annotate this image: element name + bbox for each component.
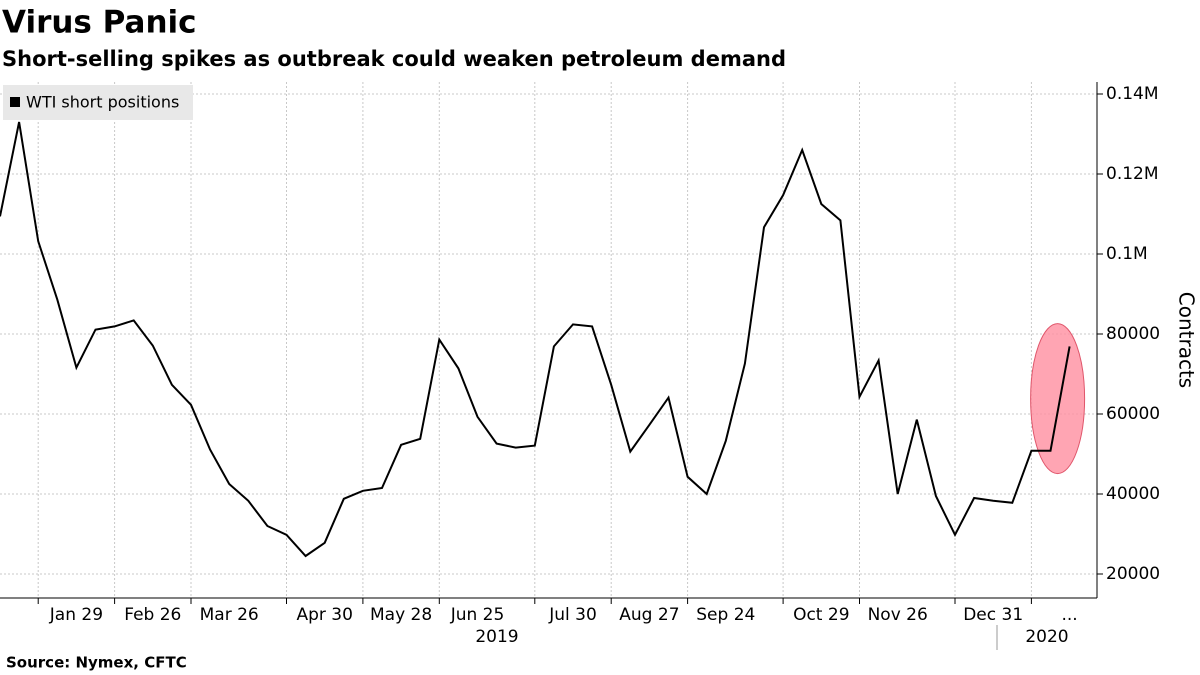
legend-box (3, 85, 193, 120)
x-tick-label: Jul 30 (548, 605, 597, 625)
legend-swatch (10, 97, 20, 107)
y-tick-label: 0.14M (1106, 84, 1159, 104)
year-label: 2019 (475, 627, 518, 647)
x-tick-label: May 28 (370, 605, 432, 625)
y-tick-label: 60000 (1106, 404, 1160, 424)
x-tick-label: Jun 25 (450, 605, 505, 625)
year-label: 2020 (1025, 627, 1068, 647)
legend-label: WTI short positions (26, 93, 179, 112)
y-tick-label: 0.1M (1106, 244, 1148, 264)
source-note: Source: Nymex, CFTC (6, 654, 187, 672)
highlight (1030, 323, 1086, 475)
y-tick-label: 40000 (1106, 484, 1160, 504)
x-tick-label: Sep 24 (696, 605, 755, 625)
x-tick-label: Nov 26 (868, 605, 928, 625)
y-tick-label: 0.12M (1106, 164, 1159, 184)
x-tick-label: Feb 26 (124, 605, 181, 625)
chart-subtitle: Short-selling spikes as outbreak could w… (2, 47, 786, 71)
x-tick-label: Aug 27 (619, 605, 679, 625)
y-tick-label: 20000 (1106, 564, 1160, 584)
x-tick-label: ... (1061, 605, 1077, 625)
x-tick-label: Dec 31 (963, 605, 1023, 625)
x-tick-label: Oct 29 (793, 605, 849, 625)
line-series (0, 121, 1071, 558)
y-axis-label: Contracts (1175, 292, 1199, 388)
chart-title: Virus Panic (2, 5, 197, 41)
y-tick-label: 80000 (1106, 324, 1160, 344)
x-tick-label: Jan 29 (49, 605, 103, 625)
x-tick-label: Mar 26 (200, 605, 259, 625)
x-tick-label: Apr 30 (296, 605, 352, 625)
